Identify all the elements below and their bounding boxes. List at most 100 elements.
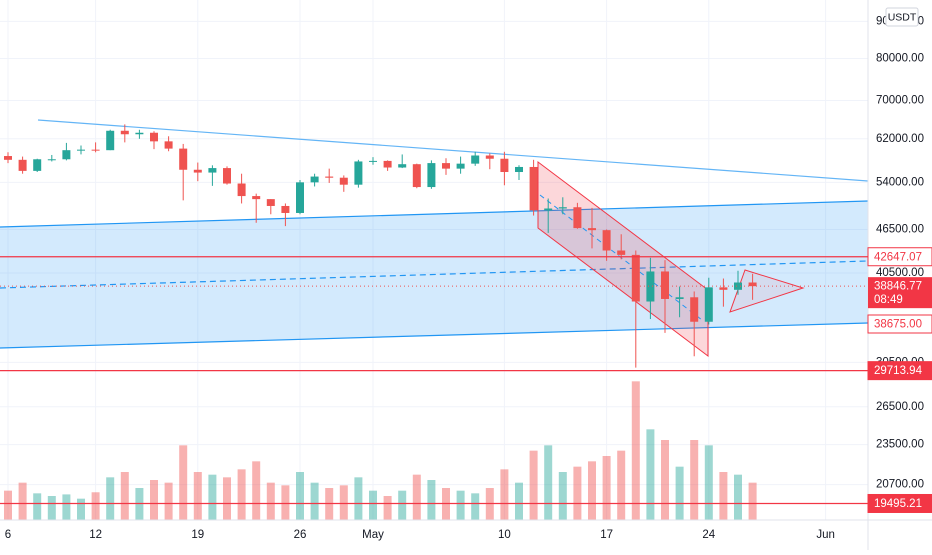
x-tick-label: May [362,529,384,541]
countdown: 08:49 [874,294,903,306]
y-tick-label: 80000.00 [876,52,924,64]
volume-bar [120,472,129,520]
y-tick-label: 62000.00 [876,133,924,145]
volume-bar [500,469,509,520]
last-price-tag [868,277,932,309]
candle-body [208,168,217,173]
volume-bar [748,482,757,520]
x-tick-label: 6 [5,529,11,541]
volume-bar [91,492,100,520]
volume-bar [354,477,363,520]
volume-bar [734,474,742,520]
candle-body [120,130,129,135]
volume-bar [266,482,275,520]
candle-body [719,287,728,290]
volume-bar [427,480,436,520]
price-tag [867,361,932,381]
volume-bar [617,450,626,520]
candle-body [62,150,71,160]
x-tick-label: Jun [816,529,835,541]
volume-bar [179,445,188,520]
candle-body [252,196,261,200]
y-tick-label: 26500.00 [876,401,924,413]
volume-bar [339,485,348,520]
candle-body [398,164,407,168]
volume-bar [383,496,392,520]
volume-bar [47,496,56,520]
candle-body [471,155,480,164]
volume-bar [310,482,319,520]
volume-bar [62,494,71,520]
candle-body [339,177,348,185]
candle-body [602,230,611,251]
price-tag-label: 29713.94 [874,365,923,377]
volume-bar [77,498,85,520]
price-tag-label: 19495.21 [874,498,922,510]
candle-body [237,183,246,197]
currency: USDT [888,11,917,23]
candle-body [675,297,684,299]
x-tick-label: 26 [294,529,307,541]
volume-bar [369,490,377,520]
volume-bar [661,440,669,520]
volume-bar [252,461,261,520]
candle-body [325,176,334,178]
volume-bar [33,493,42,520]
candle-body [515,166,523,173]
y-tick-label: 20700.00 [876,479,924,491]
x-tick-label: 10 [498,529,511,541]
price-tags: 42647.07 38675.00 29713.94 19495.21 38846.77… [867,247,932,513]
candle-body [77,149,85,151]
candle-body [412,164,421,188]
volume-bar [544,445,553,520]
volume-bar [296,472,304,520]
channel-mid [0,260,868,289]
volume-bar [398,490,407,520]
candle-body [544,208,553,211]
price-tag-label: 42647.07 [874,251,922,263]
volume-bar [573,466,582,520]
candle-body [631,254,640,302]
channel-upper [0,200,868,228]
price-tag-label: 38675.00 [874,319,922,331]
volume-bar [558,472,567,520]
volume-bar [690,440,699,520]
candle-body [588,228,596,231]
volume-bar [456,490,465,520]
y-tick-label: 46500.00 [876,224,924,236]
price-tag [867,493,932,513]
x-tick-label: 19 [191,529,204,541]
candle-body [33,159,42,171]
candle-body [296,182,304,213]
candle-body [690,297,699,322]
candle-body [4,156,12,160]
channel-lower [0,322,868,349]
candle-body [427,163,436,188]
candle-body [135,132,144,135]
series [0,124,868,520]
volume-bar [281,485,290,520]
y-tick-label: 54000.00 [876,176,924,188]
candle-body [661,271,669,299]
candle-body [164,141,173,149]
candle-body [310,176,319,183]
candle-body [734,282,742,290]
price-tag [867,314,932,334]
volume-bar [106,477,115,520]
volume-bar [18,482,27,520]
candle-body [529,166,538,211]
x-tick-label: 12 [89,529,102,541]
candle-body [617,250,626,255]
candle-body [485,155,494,159]
x-tick-label: 24 [702,529,715,541]
volume-bar [412,474,421,520]
volume-bar [223,477,231,520]
volume-bar [164,482,173,520]
volume-bar [150,480,158,520]
candle-body [91,149,100,151]
candle-body [704,287,713,322]
currency-badge[interactable] [885,7,919,27]
candle-body [266,199,275,206]
y-tick-label: 23500.00 [876,439,924,451]
